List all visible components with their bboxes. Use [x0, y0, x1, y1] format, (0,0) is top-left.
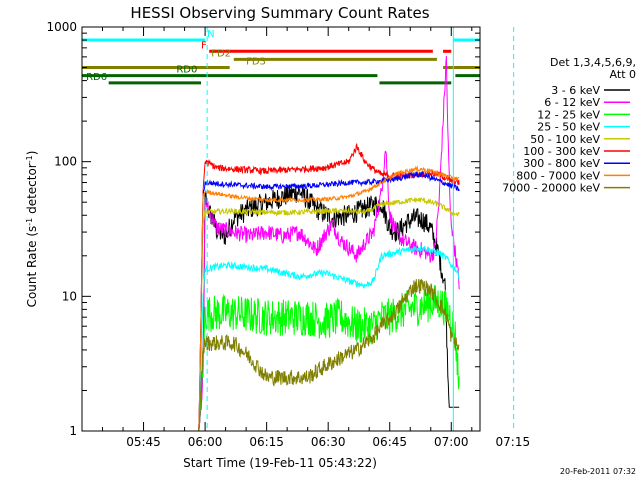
state-bar-label-rd0: RD0: [176, 65, 197, 76]
y-tick-label: 100: [54, 155, 77, 169]
timestamp: 20-Feb-2011 07:32: [560, 467, 636, 476]
series-line-50-100-kev: [192, 197, 460, 432]
series-line-12-25-kev: [192, 285, 460, 432]
legend-label-6-12-kev: 6 - 12 keV: [544, 96, 600, 109]
axes: 05:45 06:00 06:15 06:30 06:45 07:00 07:15 1 10 10…: [46, 20, 530, 449]
legend-label-25-50-kev: 25 - 50 keV: [537, 121, 600, 134]
y-axis-label: Count Rate (s-1 detector-1): [25, 151, 39, 308]
instrument-markers: [206, 27, 515, 431]
legend-label-50-100-kev: 50 - 100 keV: [530, 133, 600, 146]
series-line-7000-20000-kev: [192, 278, 460, 432]
legend-label-300-800-kev: 300 - 800 keV: [523, 157, 600, 170]
series-line-25-50-kev: [192, 245, 460, 432]
state-bar-label-f: F: [201, 40, 207, 51]
y-tick-label: 1: [69, 424, 77, 438]
x-tick-label: 05:45: [126, 435, 161, 449]
state-bar-label-fd2: FD2: [211, 48, 231, 59]
legend-header-line-1: Det 1,3,4,5,6,9,: [550, 56, 636, 69]
legend-label-7000-20000-kev: 7000 - 20000 keV: [502, 182, 600, 195]
series-line-300-800-kev: [192, 170, 460, 432]
y-tick-label: 10: [62, 289, 77, 303]
series-line-800-7000-kev: [192, 165, 460, 432]
x-tick-label: 07:15: [496, 435, 531, 449]
plot-frame: [81, 26, 481, 432]
legend-label-800-7000-kev: 800 - 7000 keV: [516, 169, 600, 182]
series-line-3-6-kev: [192, 184, 460, 432]
state-bar-label-fd3: FD3: [246, 57, 266, 68]
x-axis-label: Start Time (19-Feb-11 05:43:22): [183, 456, 377, 470]
x-tick-label: 06:45: [372, 435, 407, 449]
series-lines: [192, 55, 460, 432]
x-tick-label: 07:00: [434, 435, 469, 449]
state-bar-label-rd6: RD6: [86, 72, 107, 83]
legend-header-line-2: Att 0: [610, 68, 636, 81]
legend-label-100-300-kev: 100 - 300 keV: [523, 145, 600, 158]
y-tick-label: 1000: [46, 20, 77, 34]
state-bars: NF FD2 FD3 RD0 RD6: [82, 29, 480, 85]
x-tick-label: 06:30: [311, 435, 346, 449]
series-line-6-12-kev: [192, 55, 460, 432]
legend-label-12-25-kev: 12 - 25 keV: [537, 108, 600, 121]
x-tick-label: 06:00: [188, 435, 223, 449]
x-tick-label: 06:15: [249, 435, 284, 449]
state-bar-label-n: N: [207, 29, 214, 40]
chart-title: HESSI Observing Summary Count Rates: [130, 4, 429, 22]
legend-label-3-6-kev: 3 - 6 keV: [551, 84, 600, 97]
